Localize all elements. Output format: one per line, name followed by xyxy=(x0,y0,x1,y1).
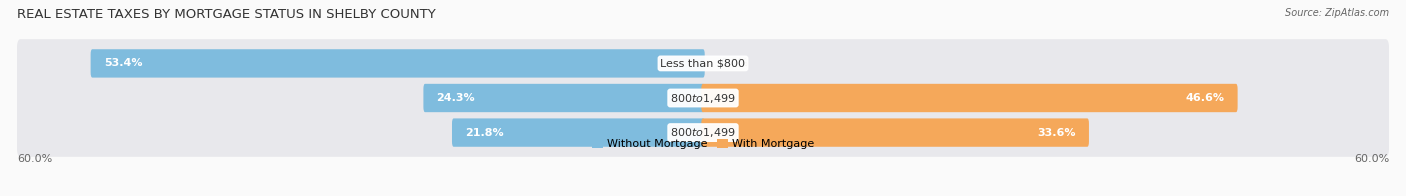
Text: $800 to $1,499: $800 to $1,499 xyxy=(671,126,735,139)
FancyBboxPatch shape xyxy=(702,84,1237,112)
FancyBboxPatch shape xyxy=(17,74,1389,122)
Text: 53.4%: 53.4% xyxy=(104,58,142,68)
Text: 24.3%: 24.3% xyxy=(436,93,475,103)
FancyBboxPatch shape xyxy=(90,49,704,78)
Legend: Without Mortgage, With Mortgage: Without Mortgage, With Mortgage xyxy=(588,134,818,154)
FancyBboxPatch shape xyxy=(702,118,1088,147)
FancyBboxPatch shape xyxy=(451,118,704,147)
Text: 21.8%: 21.8% xyxy=(465,128,503,138)
Text: Source: ZipAtlas.com: Source: ZipAtlas.com xyxy=(1285,8,1389,18)
Text: 60.0%: 60.0% xyxy=(17,154,52,164)
FancyBboxPatch shape xyxy=(17,108,1389,157)
Text: 60.0%: 60.0% xyxy=(1354,154,1389,164)
Text: REAL ESTATE TAXES BY MORTGAGE STATUS IN SHELBY COUNTY: REAL ESTATE TAXES BY MORTGAGE STATUS IN … xyxy=(17,8,436,21)
Text: 33.6%: 33.6% xyxy=(1038,128,1076,138)
FancyBboxPatch shape xyxy=(17,39,1389,88)
Text: 0.0%: 0.0% xyxy=(720,58,748,68)
Text: Less than $800: Less than $800 xyxy=(661,58,745,68)
Text: 46.6%: 46.6% xyxy=(1185,93,1225,103)
Text: $800 to $1,499: $800 to $1,499 xyxy=(671,92,735,104)
FancyBboxPatch shape xyxy=(423,84,704,112)
